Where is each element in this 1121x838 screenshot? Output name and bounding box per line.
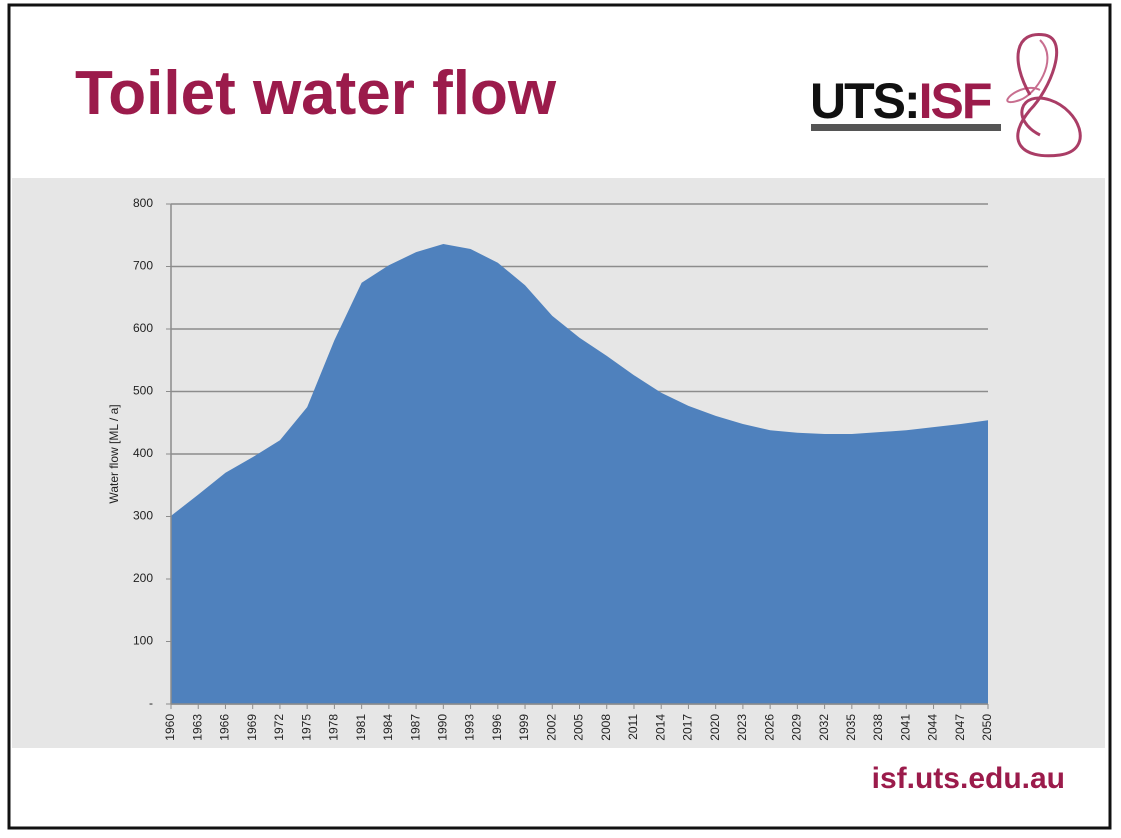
y-tick-label: - (149, 696, 153, 710)
x-tick-label: 2050 (980, 714, 994, 741)
x-tick-label: 1972 (272, 714, 286, 741)
x-tick-label: 2041 (898, 714, 912, 741)
logo-subtitle-bar (811, 124, 1001, 131)
logo-left: UTS: (810, 73, 919, 129)
area (171, 244, 988, 704)
logo-swirl (1006, 39, 1049, 103)
logo: UTS:ISF (810, 32, 1082, 158)
x-tick-label: 2047 (953, 714, 967, 741)
y-tick-label: 500 (133, 384, 153, 398)
x-tick-label: 1996 (490, 714, 504, 741)
x-tick-label: 1960 (163, 714, 177, 741)
x-tick-label: 1990 (436, 714, 450, 741)
x-tick-label: 1978 (327, 714, 341, 741)
x-tick-label: 2029 (790, 714, 804, 741)
x-tick-label: 1984 (381, 714, 395, 741)
x-tick-label: 2026 (762, 714, 776, 741)
x-tick-label: 1987 (408, 714, 422, 741)
x-tick-label: 1999 (517, 714, 531, 741)
x-tick-label: 1966 (218, 714, 232, 741)
x-tick-label: 1963 (190, 714, 204, 741)
x-tick-label: 2002 (544, 714, 558, 741)
y-tick-label: 600 (133, 321, 153, 335)
y-tick-label: 800 (133, 196, 153, 210)
x-tick-label: 2014 (653, 714, 667, 741)
y-tick-label: 700 (133, 259, 153, 273)
y-tick-label: 300 (133, 509, 153, 523)
logo-text: UTS:ISF (810, 73, 991, 129)
y-tick-label: 100 (133, 634, 153, 648)
x-tick-label: 2011 (626, 714, 640, 740)
x-tick-label: 1981 (354, 714, 368, 741)
x-tick-label: 1993 (463, 714, 477, 741)
x-tick-label: 2032 (817, 714, 831, 741)
x-tick-label: 2044 (926, 714, 940, 741)
footer-url: isf.uts.edu.au (872, 762, 1065, 795)
y-tick-label: 400 (133, 446, 153, 460)
x-tick-label: 2005 (572, 714, 586, 741)
logo-swirl (1016, 32, 1082, 158)
x-tick-label: 2038 (871, 714, 885, 741)
y-axis-label: Water flow [ML / a] (107, 404, 121, 503)
x-tick-label: 2035 (844, 714, 858, 741)
x-tick-label: 2020 (708, 714, 722, 741)
x-tick-label: 2023 (735, 714, 749, 741)
x-tick-label: 2017 (681, 714, 695, 741)
y-tick-label: 200 (133, 571, 153, 585)
x-tick-label: 2008 (599, 714, 613, 741)
logo-right: ISF (919, 73, 991, 129)
x-tick-label: 1969 (245, 714, 259, 741)
slide-title: Toilet water flow (75, 59, 557, 128)
x-tick-label: 1975 (299, 714, 313, 741)
